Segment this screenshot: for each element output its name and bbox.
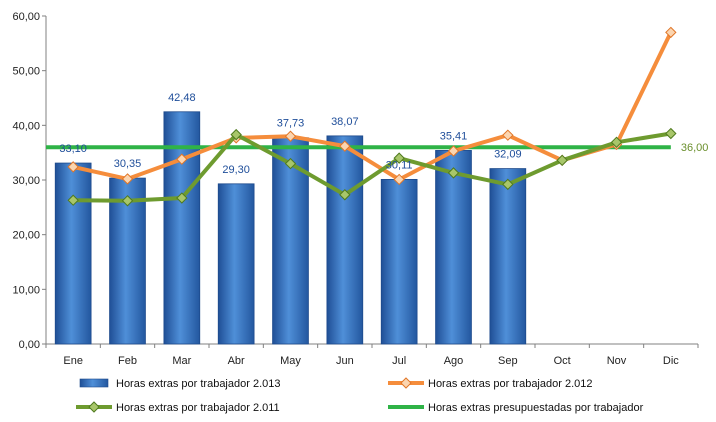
legend-item: Horas extras por trabajador 2.012 (388, 377, 592, 390)
line-2-marker (556, 154, 568, 167)
bar-Ago (435, 150, 472, 345)
y-tick-label: 60,00 (12, 11, 40, 23)
legend-item: Horas extras por trabajador 2.011 (76, 401, 280, 414)
bar-data-label: 29,30 (222, 164, 250, 176)
bar-series-2013 (54, 111, 527, 345)
x-tick-label: Jun (336, 355, 354, 367)
line-2-marker (67, 194, 79, 206)
y-tick-label: 50,00 (12, 66, 40, 78)
bar-Abr (217, 183, 255, 345)
x-tick-label: Ene (63, 355, 83, 367)
line-2-marker (284, 157, 297, 170)
bar-data-label: 38,07 (331, 116, 359, 128)
y-tick-label: 40,00 (12, 120, 40, 132)
line-2 (73, 131, 672, 203)
x-tick-label: Dic (663, 355, 679, 367)
x-tick-label: Jul (392, 355, 406, 367)
line-1-marker (447, 145, 460, 157)
bar-Mar (163, 111, 201, 345)
x-tick-label: Oct (554, 355, 571, 367)
line-1-marker (393, 173, 405, 186)
y-tick-label: 20,00 (12, 230, 40, 242)
line-2-marker (502, 178, 514, 191)
bar-Jul (380, 178, 418, 345)
y-tick-label: 0,00 (19, 339, 40, 351)
y-tick-label: 30,00 (12, 175, 40, 187)
bar-Jun (326, 135, 364, 345)
bar-data-label: 32,09 (494, 149, 522, 161)
x-tick-label: Feb (118, 355, 137, 367)
line-1-marker (284, 130, 297, 142)
budget-line-label: 36,00 (681, 142, 709, 154)
data-labels: 36,00 33,10 30,35 42,48 29,30 37,73 38,07 30,11… (59, 92, 708, 176)
legend-marker (88, 401, 100, 413)
line-2-marker (610, 136, 623, 148)
x-tick-label: Nov (607, 355, 627, 367)
bar-data-label: 33,10 (59, 143, 87, 155)
line-series (46, 26, 677, 207)
line-2-marker (665, 127, 677, 140)
bar-data-label: 30,11 (386, 159, 413, 171)
legend-label: Horas extras por trabajador 2.012 (428, 378, 592, 390)
legend-marker (400, 377, 412, 389)
legend-item: Horas extras por trabajador 2.013 (79, 378, 280, 390)
bar-Ene (54, 162, 92, 345)
legend-label: Horas extras presupuestadas por trabajad… (428, 402, 644, 414)
legend: Horas extras por trabajador 2.013 Horas e… (76, 377, 644, 414)
line-2-marker (230, 128, 242, 141)
line-2-marker (176, 192, 188, 204)
bar-data-label: 30,35 (114, 158, 142, 170)
line-1-marker (67, 161, 79, 173)
legend-label: Horas extras por trabajador 2.011 (116, 402, 280, 414)
line-2-marker (447, 167, 460, 179)
x-tick-label: Ago (444, 355, 464, 367)
line-2-marker (121, 195, 134, 207)
bar-data-label: 35,41 (440, 130, 468, 142)
line-1-marker (339, 140, 351, 152)
line-1 (72, 31, 673, 182)
y-tick-label: 10,00 (12, 284, 40, 296)
line-1-marker (176, 153, 188, 165)
x-tick-label: Mar (172, 355, 191, 367)
bar-data-label: 37,73 (277, 118, 305, 130)
x-tick-label: May (280, 355, 301, 367)
line-1-marker (665, 26, 677, 39)
bar-data-label: 42,48 (168, 92, 196, 104)
x-tick-label: Sep (498, 355, 518, 367)
legend-swatch (79, 378, 109, 388)
legend-item: Horas extras presupuestadas por trabajad… (388, 402, 644, 414)
line-2-marker (339, 189, 351, 201)
line-1-marker (502, 129, 514, 141)
x-tick-label: Abr (228, 355, 245, 367)
bar-Sep (489, 168, 527, 345)
legend-label: Horas extras por trabajador 2.013 (116, 378, 280, 390)
line-1-marker (121, 173, 134, 185)
line-2-marker (393, 152, 405, 164)
axes: 0,00 10,00 20,00 30,00 40,00 50,00 60,00 Ene Feb… (12, 11, 699, 367)
